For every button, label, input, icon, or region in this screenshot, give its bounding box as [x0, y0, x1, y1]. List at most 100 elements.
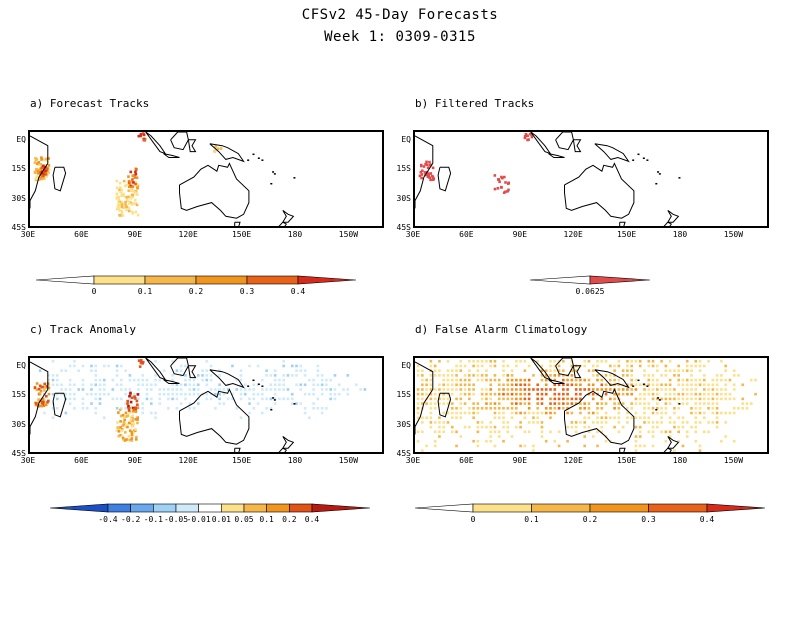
colorbar-tick-label: 0.1	[137, 287, 153, 296]
coastline	[548, 153, 565, 158]
lon-tick-label: 60E	[459, 456, 474, 465]
colorbar-tick-label: -0.1	[143, 515, 163, 524]
panel-d-map	[413, 356, 769, 454]
island	[261, 159, 264, 161]
lat-tick-label: 30S	[11, 193, 26, 203]
lon-tick-label: 90E	[512, 230, 528, 239]
lon-tick-label: 150W	[338, 230, 359, 239]
coastline	[278, 447, 288, 452]
colorbar-swatch	[195, 275, 248, 285]
coastline	[564, 162, 635, 219]
coastline	[415, 361, 434, 435]
page-title: CFSv2 45-Day Forecasts	[301, 7, 499, 23]
colorbar-tick-label: -0.2	[121, 515, 141, 524]
coastline	[619, 447, 626, 452]
colorbar	[415, 503, 765, 513]
lon-tick-label: 120E	[563, 456, 583, 465]
coastline	[30, 361, 49, 435]
island	[272, 397, 275, 399]
colorbar-arrow-high	[311, 503, 370, 513]
island	[657, 171, 660, 173]
coastline	[209, 143, 245, 163]
field-layer	[30, 132, 296, 226]
island	[637, 153, 640, 156]
lon-tick-label: 120E	[178, 230, 198, 239]
coastline	[619, 221, 626, 226]
island	[657, 397, 660, 399]
island	[247, 159, 250, 161]
island	[257, 157, 260, 159]
panel-d-title: d) False Alarm Climatology	[415, 323, 588, 336]
lon-tick-label: 180	[287, 456, 303, 465]
island	[642, 157, 645, 159]
lon-tick-label: 150E	[231, 230, 252, 239]
colorbar-tick-label: 0.3	[239, 287, 255, 296]
colorbar-tick-label: 0.4	[290, 287, 306, 296]
lat-tick-label: EQ	[401, 134, 411, 144]
lat-tick-label: 30S	[396, 419, 411, 429]
lon-tick-label: 150E	[616, 456, 637, 465]
island	[637, 379, 640, 382]
colorbar-tick-label: -0.01	[186, 515, 211, 524]
coastline	[145, 132, 167, 155]
coastline	[52, 166, 67, 192]
island	[678, 403, 681, 405]
lon-tick-label: 30E	[20, 230, 36, 239]
colorbar-swatch	[93, 275, 146, 285]
panel-c-map	[28, 356, 384, 454]
island	[658, 399, 661, 401]
colorbar-arrow-high	[297, 275, 356, 285]
island	[257, 383, 260, 385]
lat-tick-label: 45S	[396, 449, 411, 458]
island	[655, 408, 658, 411]
coastline	[163, 153, 180, 158]
coastline	[555, 132, 574, 151]
coastline	[179, 388, 250, 445]
island	[632, 385, 635, 387]
colorbar-swatch	[243, 503, 267, 513]
lat-tick-label: 15S	[396, 390, 411, 400]
island	[658, 173, 661, 175]
coastline	[564, 388, 635, 445]
colorbar-swatch	[175, 503, 199, 513]
coastline	[572, 365, 582, 379]
coastline	[187, 365, 197, 379]
colorbar-swatch	[531, 503, 591, 513]
colorbar-arrow-low	[530, 275, 591, 285]
panel-c-title: c) Track Anomaly	[30, 323, 136, 336]
coastline	[30, 135, 49, 209]
coastline	[209, 369, 245, 389]
island	[293, 403, 296, 405]
colorbar-tick-label: 0.3	[641, 515, 656, 524]
colorbar-swatch	[246, 275, 299, 285]
colorbar	[530, 275, 650, 285]
lat-tick-label: EQ	[401, 360, 411, 370]
lon-tick-label: 150W	[338, 456, 359, 465]
island	[270, 182, 273, 185]
colorbar-tick-label: 0.2	[188, 287, 204, 296]
colorbar-tick-label: 0.1	[259, 515, 274, 524]
colorbar-swatch	[144, 275, 197, 285]
lat-tick-label: 15S	[396, 164, 411, 174]
coastline	[278, 221, 288, 226]
colorbar-swatch	[589, 503, 649, 513]
coastline	[666, 435, 680, 449]
colorbar-arrow-high	[706, 503, 765, 513]
colorbar-tick-label: 0.1	[524, 515, 539, 524]
coastline	[530, 132, 552, 155]
colorbar-tick-label: 0.4	[304, 515, 320, 524]
colorbar-tick-label: -0.4	[98, 515, 118, 524]
lon-tick-label: 60E	[74, 230, 89, 239]
colorbar-tick-label: 0	[91, 287, 97, 296]
lon-tick-label: 150E	[231, 456, 252, 465]
coastline	[594, 369, 630, 389]
colorbar-tick-label: 0.2	[582, 515, 598, 524]
island	[646, 385, 649, 387]
island	[261, 385, 264, 387]
panel-b-map	[413, 130, 769, 228]
island	[252, 379, 255, 382]
colorbar-swatch	[266, 503, 290, 513]
lat-tick-label: 30S	[396, 193, 411, 203]
lon-tick-label: 60E	[459, 230, 474, 239]
colorbar-swatch	[221, 503, 245, 513]
